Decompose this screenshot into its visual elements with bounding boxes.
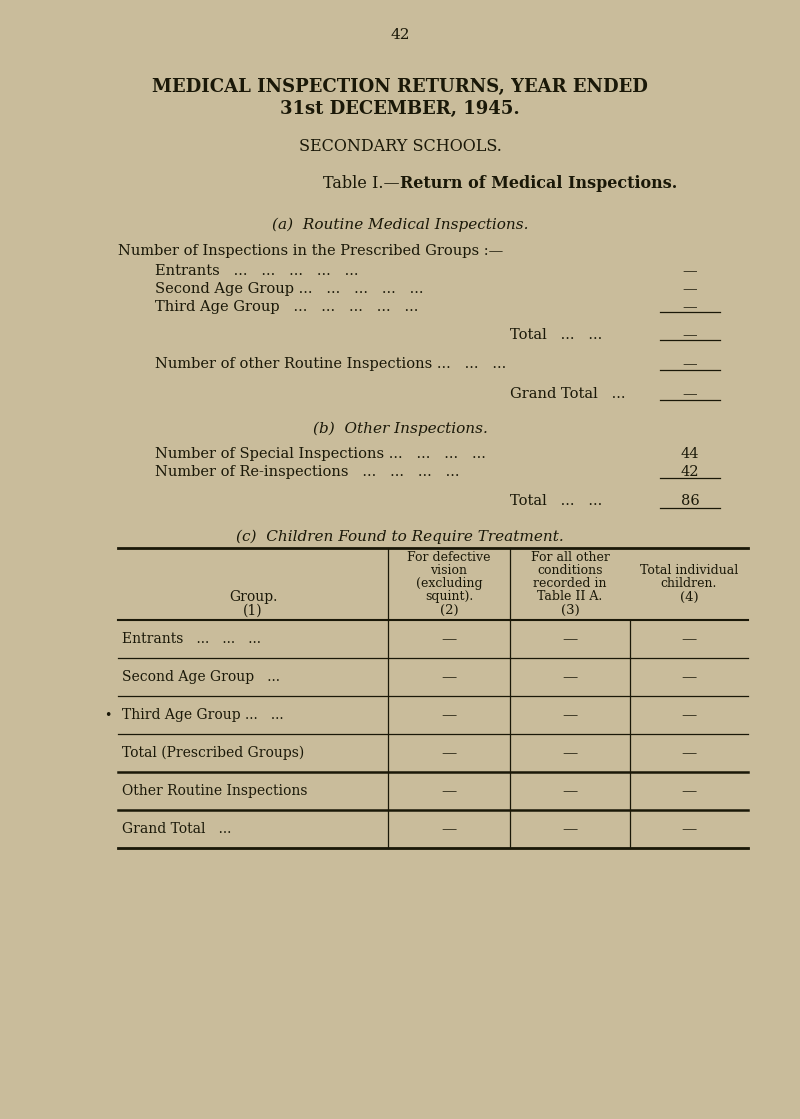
Text: —: — [562,632,578,646]
Text: —: — [442,784,457,798]
Text: 42: 42 [681,466,699,479]
Text: (4): (4) [680,591,698,604]
Text: —: — [562,746,578,760]
Text: —: — [562,822,578,836]
Text: —: — [562,708,578,722]
Text: —: — [442,746,457,760]
Text: Return of Medical Inspections.: Return of Medical Inspections. [400,175,678,192]
Text: —: — [682,822,697,836]
Text: —: — [682,746,697,760]
Text: —: — [562,670,578,684]
Text: —: — [682,264,698,278]
Text: Number of Special Inspections ...   ...   ...   ...: Number of Special Inspections ... ... ..… [155,446,486,461]
Text: —: — [682,387,698,401]
Text: (1): (1) [243,604,263,618]
Text: 86: 86 [681,493,699,508]
Text: —: — [682,282,698,297]
Text: Grand Total   ...: Grand Total ... [122,822,231,836]
Text: •: • [104,708,112,722]
Text: (2): (2) [440,604,458,617]
Text: 42: 42 [390,28,410,43]
Text: —: — [442,632,457,646]
Text: recorded in: recorded in [534,577,606,590]
Text: Total   ...   ...: Total ... ... [510,328,602,342]
Text: For all other: For all other [530,551,610,564]
Text: Number of Re-inspections   ...   ...   ...   ...: Number of Re-inspections ... ... ... ... [155,466,459,479]
Text: Table I.—: Table I.— [323,175,400,192]
Text: Entrants   ...   ...   ...   ...   ...: Entrants ... ... ... ... ... [155,264,358,278]
Text: —: — [682,632,697,646]
Text: Number of Inspections in the Prescribed Groups :—: Number of Inspections in the Prescribed … [118,244,503,258]
Text: 44: 44 [681,446,699,461]
Text: —: — [442,822,457,836]
Text: —: — [682,357,698,372]
Text: Group.: Group. [229,590,277,604]
Text: vision: vision [430,564,467,577]
Text: 31st DECEMBER, 1945.: 31st DECEMBER, 1945. [280,100,520,117]
Text: Number of other Routine Inspections ...   ...   ...: Number of other Routine Inspections ... … [155,357,506,372]
Text: —: — [682,784,697,798]
Text: —: — [682,300,698,314]
Text: Entrants   ...   ...   ...: Entrants ... ... ... [122,632,261,646]
Text: squint).: squint). [425,590,473,603]
Text: Third Age Group   ...   ...   ...   ...   ...: Third Age Group ... ... ... ... ... [155,300,418,314]
Text: Other Routine Inspections: Other Routine Inspections [122,784,307,798]
Text: Third Age Group ...   ...: Third Age Group ... ... [122,708,284,722]
Text: (excluding: (excluding [416,577,482,590]
Text: (b)  Other Inspections.: (b) Other Inspections. [313,422,487,436]
Text: SECONDARY SCHOOLS.: SECONDARY SCHOOLS. [298,138,502,156]
Text: Total individual: Total individual [640,564,738,577]
Text: Second Age Group   ...: Second Age Group ... [122,670,280,684]
Text: (c)  Children Found to Require Treatment.: (c) Children Found to Require Treatment. [236,530,564,544]
Text: —: — [682,670,697,684]
Text: —: — [562,784,578,798]
Text: Table II A.: Table II A. [538,590,602,603]
Text: —: — [442,708,457,722]
Text: For defective: For defective [407,551,490,564]
Text: Total   ...   ...: Total ... ... [510,493,602,508]
Text: conditions: conditions [538,564,602,577]
Text: Grand Total   ...: Grand Total ... [510,387,626,401]
Text: —: — [442,670,457,684]
Text: Total (Prescribed Groups): Total (Prescribed Groups) [122,745,304,760]
Text: Second Age Group ...   ...   ...   ...   ...: Second Age Group ... ... ... ... ... [155,282,423,297]
Text: MEDICAL INSPECTION RETURNS, YEAR ENDED: MEDICAL INSPECTION RETURNS, YEAR ENDED [152,78,648,96]
Text: children.: children. [661,577,717,590]
Text: (3): (3) [561,604,579,617]
Text: —: — [682,328,698,342]
Text: —: — [682,708,697,722]
Text: (a)  Routine Medical Inspections.: (a) Routine Medical Inspections. [272,218,528,233]
